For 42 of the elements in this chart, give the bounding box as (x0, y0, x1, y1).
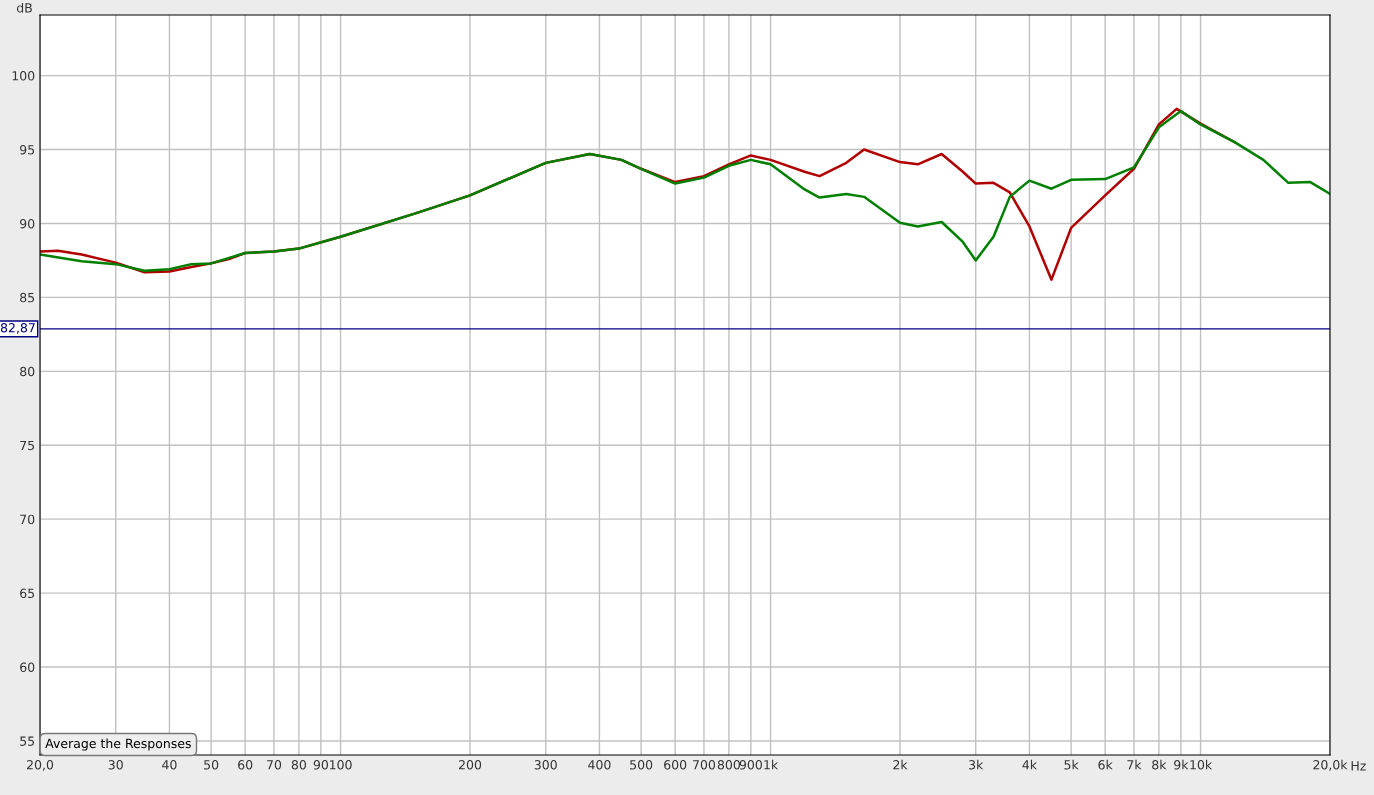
y-tick-label: 85 (20, 292, 35, 303)
x-tick-label: 1k (764, 759, 779, 770)
x-tick-label: 70 (267, 760, 282, 770)
x-tick-label: 200 (458, 760, 482, 770)
x-tick-label: 9k (1174, 759, 1189, 770)
x-tick-label: 80 (291, 760, 307, 770)
x-tick-label: 50 (204, 760, 219, 770)
x-tick-label: 4k (1022, 759, 1037, 770)
annotation: Average the Responses (45, 738, 191, 751)
y-tick-label: 60 (20, 662, 35, 672)
x-tick-label: 100 (330, 760, 352, 770)
y-tick-label: 75 (20, 440, 35, 451)
x-tick-label: 30 (108, 760, 123, 770)
x-tick-label: 90 (313, 760, 328, 770)
x-tick-label: 700 (693, 760, 716, 770)
x-tick-label: 40 (162, 760, 177, 770)
x-tick-label: 7k (1127, 759, 1142, 770)
x-tick-label: 900 (739, 760, 762, 770)
ref-line-label: 82,87 (0, 323, 35, 334)
x-tick-label: 10k (1190, 759, 1213, 770)
x-tick-label: 2k (893, 759, 908, 770)
x-tick-label: 300 (534, 760, 557, 770)
y-tick-label: 95 (20, 145, 35, 155)
x-tick-label: 3k (969, 759, 984, 770)
x-tick-label: 500 (630, 760, 653, 770)
x-tick-label: 20,0k (1313, 759, 1348, 771)
y-tick-label: 70 (20, 514, 35, 525)
y-tick-label: 100 (12, 71, 35, 81)
x-tick-label: 20,0 (27, 760, 54, 771)
x-tick-label: 8k (1152, 759, 1167, 770)
x-tick-label: 600 (664, 760, 687, 770)
x-tick-label: 800 (717, 760, 740, 770)
y-tick-label: 90 (20, 218, 35, 229)
y-tick-label: 80 (20, 366, 35, 377)
x-tick-label: 400 (588, 760, 611, 770)
x-tick-label: 5k (1064, 759, 1079, 770)
x-axis-title: Hz (1351, 761, 1366, 771)
y-tick-label: 55 (20, 736, 35, 746)
x-tick-label: 60 (238, 760, 253, 770)
y-axis-title: dB (16, 2, 32, 13)
x-tick-label: 6k (1098, 759, 1113, 770)
y-tick-label: 65 (20, 588, 35, 599)
